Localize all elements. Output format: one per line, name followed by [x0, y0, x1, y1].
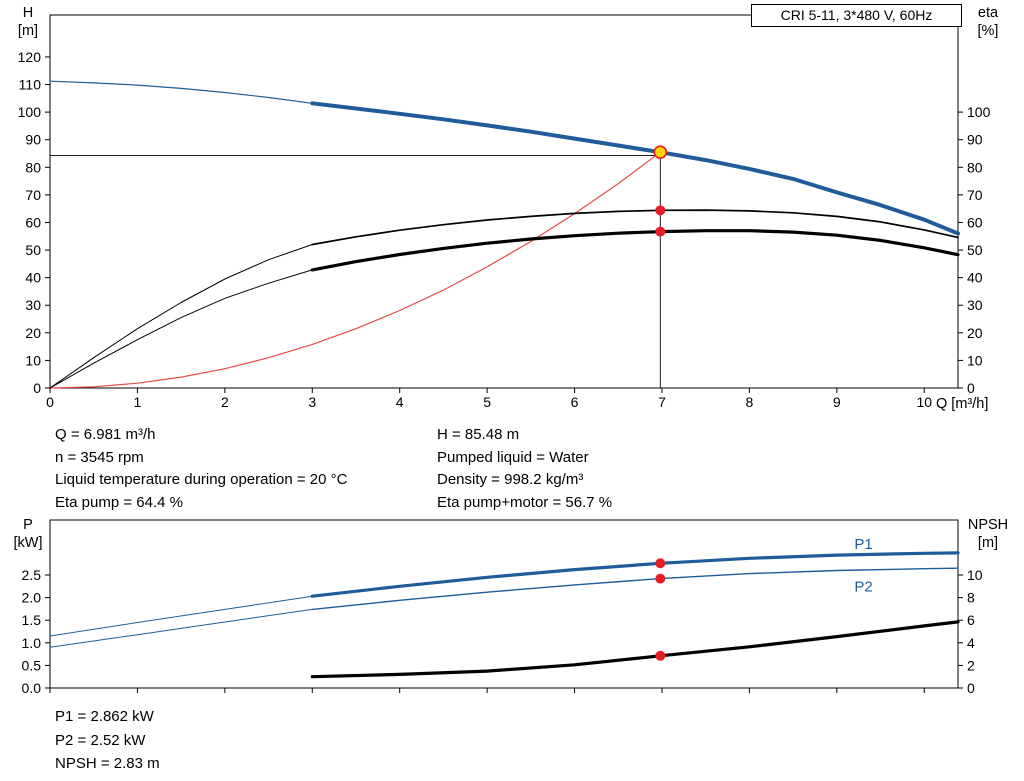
pump-title-box: CRI 5-11, 3*480 V, 60Hz: [751, 4, 962, 27]
x-tick-label: 2: [221, 394, 229, 410]
y-left-tick-label: 80: [25, 159, 41, 175]
y-left-tick-label: 1.0: [22, 635, 42, 651]
p-axis-title: P [kW]: [10, 516, 46, 552]
head-eta-chart: 0 1 2 3 4 5 6 7 8 9 100102030405060708090100110120…: [18, 14, 991, 410]
y-right-tick-label: 0: [967, 680, 975, 696]
system-curve: [49, 151, 661, 389]
y-right-tick-label: 60: [967, 214, 983, 230]
y-right-tick-label: 10: [967, 567, 983, 583]
info-eta-pump-motor: Eta pump+motor = 56.7 %: [437, 493, 613, 511]
curve-label-p2: P2: [854, 579, 872, 596]
eta-pump-point: [655, 205, 666, 216]
y-left-tick-label: 70: [25, 187, 41, 203]
y-left-tick-label: 20: [25, 325, 41, 341]
y-right-tick-label: 40: [967, 270, 983, 286]
eta-pump-lead: [49, 244, 313, 389]
head-curve-lead: [49, 80, 313, 104]
info-eta-pump: Eta pump = 64.4 %: [55, 493, 183, 511]
x-tick-label: 9: [833, 394, 841, 410]
duty-info-right-column: H = 85.48 m Pumped liquid = Water Densit…: [437, 424, 612, 514]
y-left-tick-label: 0.5: [22, 657, 42, 673]
x-tick-label: 6: [571, 394, 579, 410]
y-left-tick-label: 0.0: [22, 680, 42, 696]
h-axis-title-unit: [m]: [17, 23, 39, 39]
y-right-tick-label: 50: [967, 242, 983, 258]
eta-axis-title-unit: [%]: [977, 23, 999, 39]
power-info-column: P1 = 2.862 kW P2 = 2.52 kW NPSH = 2.83 m: [55, 706, 160, 777]
y-left-tick-label: 2.0: [22, 590, 42, 606]
duty-point[interactable]: [653, 145, 668, 159]
x-tick-label: 1: [134, 394, 142, 410]
eta-pump-curve: [311, 209, 959, 246]
y-right-tick-label: 80: [967, 159, 983, 175]
y-left-tick-label: 2.5: [22, 567, 42, 583]
npsh-axis-title-symbol: NPSH: [967, 517, 1009, 533]
x-tick-label: 0: [46, 394, 54, 410]
info-p2: P2 = 2.52 kW: [55, 731, 146, 749]
curve-label-p1: P1: [854, 536, 872, 553]
y-right-tick-label: 100: [967, 104, 991, 120]
x-tick-label: 4: [396, 394, 404, 410]
plot-border: [49, 519, 959, 689]
y-right-tick-label: 10: [967, 352, 983, 368]
p1-point: [655, 558, 666, 569]
eta-pump-motor-point: [655, 226, 666, 237]
y-left-tick-label: 40: [25, 270, 41, 286]
y-left-tick-label: 50: [25, 242, 41, 258]
eta-pump-motor-lead: [49, 269, 313, 389]
info-npsh: NPSH = 2.83 m: [55, 755, 160, 772]
y-right-tick-label: 4: [967, 635, 975, 651]
npsh-axis-title: NPSH [m]: [960, 516, 1016, 552]
y-right-tick-label: 30: [967, 297, 983, 313]
eta-axis-title: eta [%]: [964, 4, 1012, 40]
y-right-tick-label: 20: [967, 325, 983, 341]
y-left-tick-label: 60: [25, 214, 41, 230]
y-right-tick-label: 8: [967, 590, 975, 606]
head-curve: [310, 101, 960, 236]
y-left-tick-label: 30: [25, 297, 41, 313]
y-left-tick-label: 1.5: [22, 612, 42, 628]
info-speed: n = 3545 rpm: [55, 448, 144, 466]
y-left-tick-label: 90: [25, 132, 41, 148]
info-density: Density = 998.2 kg/m³: [437, 471, 584, 488]
y-right-tick-label: 2: [967, 657, 975, 673]
info-pumped-liquid: Pumped liquid = Water: [437, 448, 589, 466]
y-right-tick-label: 0: [967, 380, 975, 396]
npsh-axis-title-unit: [m]: [977, 535, 999, 551]
plot-border: [49, 14, 959, 389]
p1-curve-lead: [49, 595, 313, 637]
x-tick-label: 10: [916, 394, 932, 410]
npsh-point: [655, 650, 666, 661]
info-p1: P1 = 2.862 kW: [55, 708, 154, 725]
p2-curve-lead: [49, 608, 313, 648]
q-axis-title: Q [m³/h]: [936, 396, 989, 412]
power-npsh-chart: 0.0 0.5 1.0 1.5 2.0 2.5 0 2 4 6 8 10 P1 P2: [22, 519, 983, 696]
y-left-tick-label: 110: [19, 77, 42, 93]
x-tick-label: 7: [658, 394, 666, 410]
p2-point: [655, 573, 666, 584]
h-axis-title: H [m]: [10, 4, 46, 40]
y-left-tick-label: 0: [33, 380, 41, 396]
info-liquid-temperature: Liquid temperature during operation = 20…: [55, 471, 348, 488]
y-right-tick-label: 70: [967, 187, 983, 203]
p-axis-title-unit: [kW]: [13, 535, 43, 551]
h-axis-title-symbol: H: [22, 5, 34, 21]
y-left-tick-label: 10: [25, 352, 41, 368]
y-right-tick-label: 90: [967, 132, 983, 148]
eta-pump-motor-curve: [310, 229, 960, 272]
x-tick-label: 5: [483, 394, 491, 410]
x-tick-label: 8: [746, 394, 754, 410]
y-right-tick-label: 6: [967, 612, 975, 628]
p-axis-title-symbol: P: [23, 517, 33, 533]
y-left-tick-label: 120: [18, 49, 42, 65]
eta-axis-title-symbol: eta: [977, 5, 999, 21]
y-left-tick-label: 100: [18, 104, 42, 120]
duty-info-left-column: Q = 6.981 m³/h n = 3545 rpm Liquid tempe…: [55, 424, 347, 514]
info-flow: Q = 6.981 m³/h: [55, 426, 156, 443]
x-tick-label: 3: [308, 394, 316, 410]
info-head: H = 85.48 m: [437, 426, 520, 443]
